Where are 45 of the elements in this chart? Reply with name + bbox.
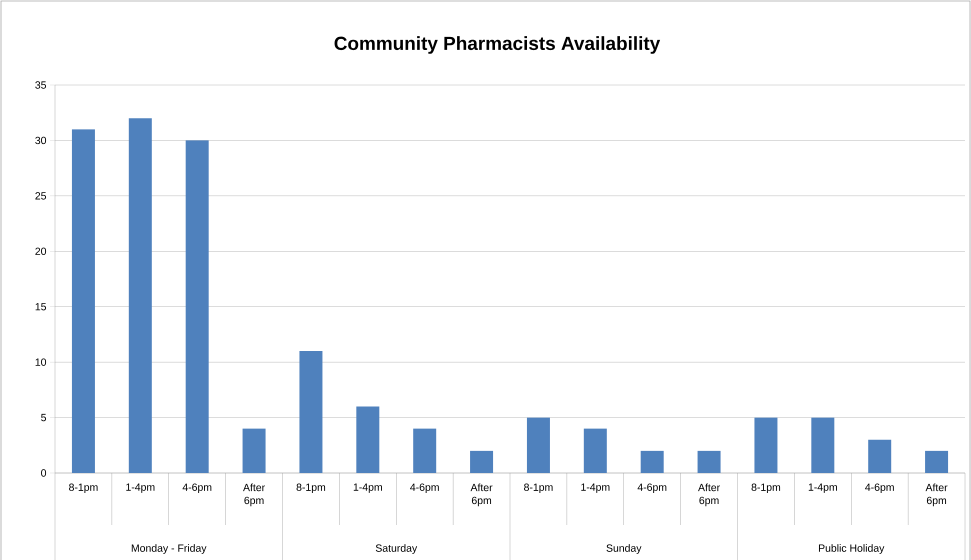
x-tick-label: After 6pm: [470, 484, 492, 506]
bar: [754, 418, 778, 473]
x-tick-label: 1-4pm: [581, 484, 610, 493]
x-tick-label: 4-6pm: [638, 484, 666, 493]
y-tick-label: 25: [35, 192, 46, 200]
text: Sunday: [606, 544, 642, 554]
x-tick-label: 1-4pm: [808, 484, 837, 493]
bar: [356, 406, 380, 473]
y-tick-label: 15: [36, 303, 46, 310]
text: Public Holiday: [818, 544, 884, 554]
bar: [242, 428, 266, 473]
x-tick-label: 8-1pm: [524, 484, 553, 493]
x-tick-label: After 6pm: [698, 484, 720, 506]
x-tick-label: 4-6pm: [865, 484, 894, 493]
x-tick-label: After 6pm: [926, 484, 948, 506]
bar: [72, 129, 95, 473]
y-tick-label: 30: [35, 136, 46, 144]
x-tick-label: 1-4pm: [354, 484, 382, 493]
x-tick-label: 8-1pm: [296, 484, 326, 493]
bar: [299, 351, 322, 473]
bar: [640, 450, 664, 473]
x-tick-label: After 6pm: [243, 484, 265, 506]
x-tick-label: 4-6pm: [182, 484, 212, 493]
y-tick-label: 5: [41, 414, 46, 422]
y-tick-label: 20: [35, 248, 46, 255]
y-tick-label: 0: [41, 469, 46, 477]
y-tick-label: 35: [35, 81, 46, 89]
bar: [811, 418, 834, 473]
bar: [925, 450, 948, 473]
text: Monday - Friday: [132, 544, 206, 554]
bar: [526, 418, 550, 473]
x-tick-label: 8-1pm: [752, 484, 780, 493]
x-tick-label: 8-1pm: [69, 484, 98, 493]
bar: [698, 450, 721, 473]
x-tick-label: 4-6pm: [410, 484, 439, 493]
chart-title: Community Pharmacists Availability: [334, 36, 660, 54]
text: Saturday: [376, 544, 418, 554]
bar: [186, 140, 209, 473]
bar: [128, 118, 152, 473]
y-tick-label: 10: [36, 358, 46, 366]
bar: [584, 428, 607, 473]
bar: [868, 440, 892, 473]
bar: [413, 428, 436, 473]
x-tick-label: 1-4pm: [126, 484, 154, 493]
bar: [470, 450, 494, 473]
